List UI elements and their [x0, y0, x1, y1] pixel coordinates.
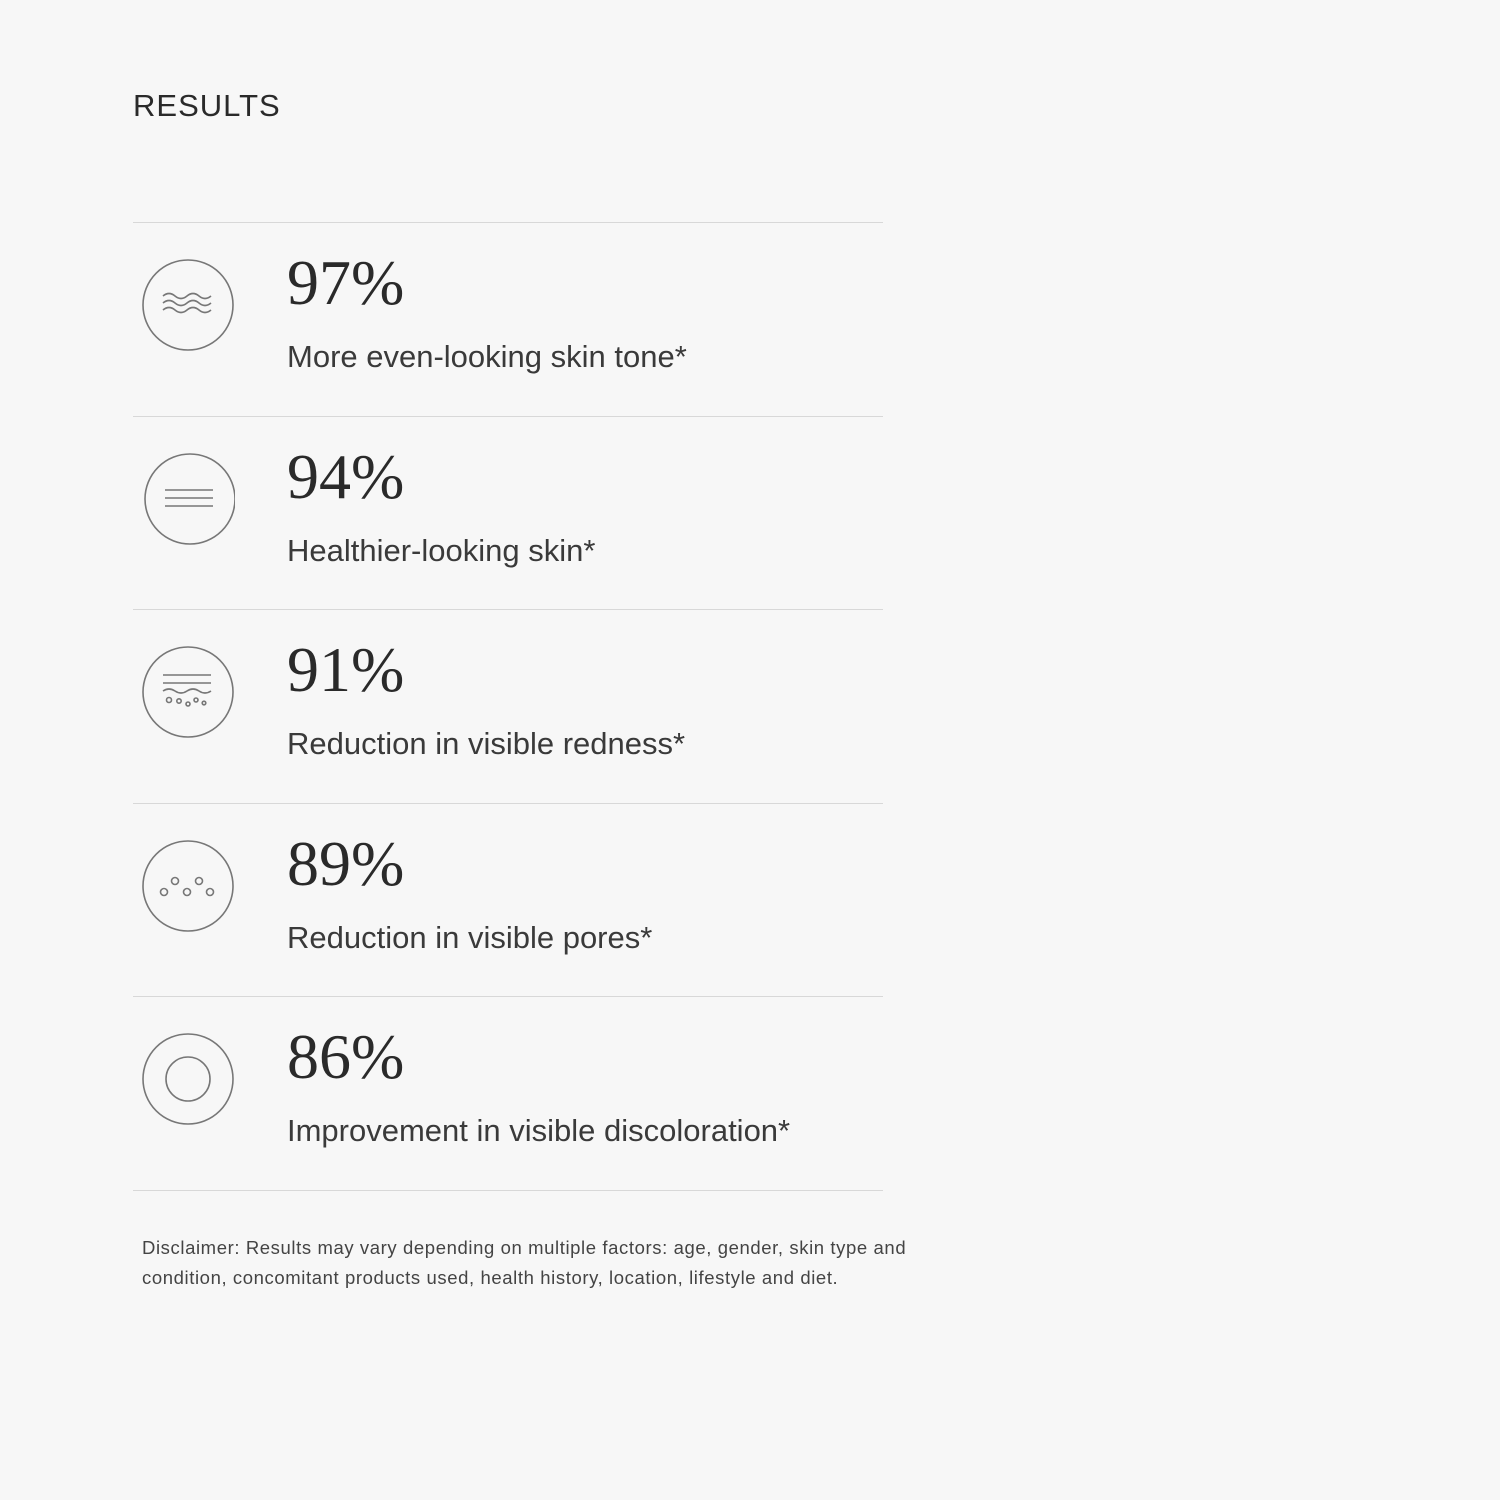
pores-icon — [142, 839, 234, 932]
result-label: Reduction in visible pores* — [287, 919, 653, 955]
results-list: 97% More even-looking skin tone* 94% Hea… — [133, 222, 883, 1191]
result-item: 91% Reduction in visible redness* — [133, 609, 883, 803]
result-item: 86% Improvement in visible discoloration… — [133, 996, 883, 1191]
ring-icon — [142, 1033, 234, 1125]
result-item: 94% Healthier-looking skin* — [133, 415, 883, 610]
result-label: Improvement in visible discoloration* — [287, 1113, 791, 1148]
lines-icon — [144, 452, 235, 545]
result-item: 89% Reduction in visible pores* — [133, 802, 883, 997]
waves-icon — [142, 259, 234, 351]
result-value: 86% — [287, 1021, 405, 1092]
result-label: More even-looking skin tone* — [287, 339, 687, 374]
result-label: Reduction in visible redness* — [287, 726, 686, 761]
result-item: 97% More even-looking skin tone* — [133, 222, 883, 416]
result-label: Healthier-looking skin* — [287, 532, 596, 568]
disclaimer: Disclaimer: Results may vary depending o… — [142, 1237, 907, 1288]
result-value: 91% — [287, 634, 405, 705]
result-value: 97% — [287, 247, 405, 318]
result-value: 89% — [287, 827, 405, 899]
skin-layers-icon — [142, 646, 234, 738]
section-title: RESULTS — [133, 88, 281, 123]
result-value: 94% — [287, 440, 405, 512]
